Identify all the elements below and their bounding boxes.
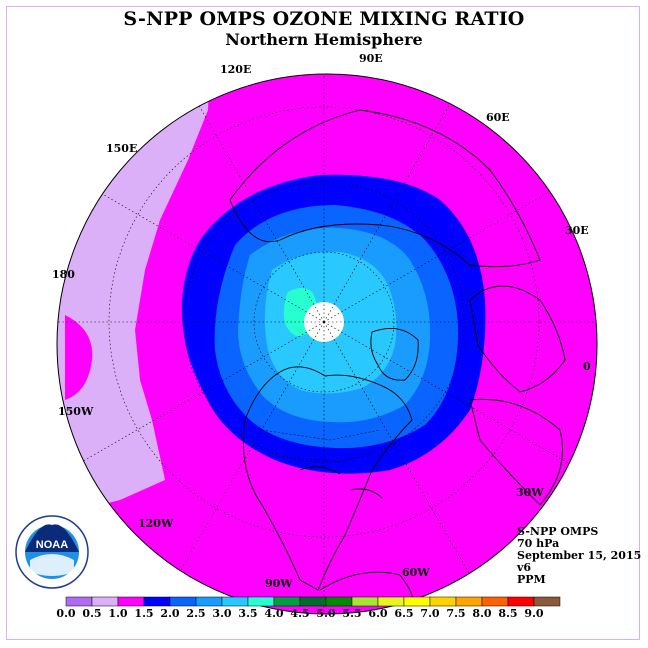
colorbar-tick-label: 1.0 [108,607,128,620]
colorbar-tick-label: 3.5 [238,607,258,620]
colorbar-tick-label: 7.5 [446,607,466,620]
lon-label-120e: 120E [220,63,252,76]
lon-label-30w: 30W [516,486,544,499]
colorbar-tick-label: 5.0 [316,607,336,620]
colorbar-tick-label: 1.5 [134,607,154,620]
colorbar-swatch [377,596,405,607]
info-instrument: S-NPP OMPS [517,525,599,538]
colorbar-swatch [169,596,197,607]
info-date: September 15, 2015 [517,549,642,562]
colorbar-swatch [299,596,327,607]
colorbar-swatch [117,596,145,607]
map-subtitle: Northern Hemisphere [225,30,423,49]
colorbar-tick-label: 0.0 [56,607,76,620]
colorbar-swatch [533,596,561,607]
globe-outline [56,73,598,615]
lon-label-30e: 30E [565,224,589,237]
lon-label-60e: 60E [486,111,510,124]
info-units: PPM [517,573,546,586]
band-1-0-1-5-patch [65,315,93,400]
colorbar-tick-label: 8.0 [472,607,492,620]
colorbar-swatch [325,596,353,607]
lon-label-90e: 90E [359,52,383,65]
graticule [57,74,597,614]
info-version: v6 [517,561,532,574]
political-boundaries [261,429,381,463]
colorbar-swatch [91,596,119,607]
colorbar-tick-label: 4.5 [290,607,310,620]
lon-label-120w: 120W [138,517,174,530]
coast-north-america [242,366,413,591]
coast-europe [469,285,566,393]
lon-label-180: 180 [52,268,75,281]
colorbar-tick-label: 5.5 [342,607,362,620]
coast-africa [469,398,563,506]
lon-label-90w: 90W [265,577,293,590]
colorbar [65,596,561,607]
colorbar-tick-label: 9.0 [524,607,544,620]
coast-greenland [370,327,419,381]
figure-frame [6,6,640,640]
colorbar-tick-label: 2.0 [160,607,180,620]
map-title: S-NPP OMPS OZONE MIXING RATIO [123,8,525,30]
colorbar-tick-label: 4.0 [264,607,284,620]
noaa-logo-icon: NOAA [15,515,89,589]
colorbar-tick-label: 6.0 [368,607,388,620]
lon-label-150w: 150W [58,405,94,418]
colorbar-swatch [455,596,483,607]
colorbar-swatch [507,596,535,607]
colorbar-tick-label: 7.0 [420,607,440,620]
ozone-field [57,74,597,614]
colorbar-swatch [247,596,275,607]
colorbar-tick-label: 0.5 [82,607,102,620]
colorbar-swatch [481,596,509,607]
info-pressure-level: 70 hPa [517,537,560,550]
colorbar-swatch [65,596,93,607]
colorbar-tick-label: 2.5 [186,607,206,620]
coast-caribbean [299,466,383,499]
colorbar-tick-label: 3.0 [212,607,232,620]
colorbar-swatch [221,596,249,607]
colorbar-swatch [429,596,457,607]
noaa-logo-text: NOAA [36,539,68,551]
colorbar-swatch [273,596,301,607]
colorbar-swatch [195,596,223,607]
colorbar-swatch [403,596,431,607]
lon-label-60w: 60W [402,566,430,579]
lon-label-150e: 150E [106,142,138,155]
colorbar-swatch [351,596,379,607]
colorbar-tick-label: 6.5 [394,607,414,620]
colorbar-swatch [143,596,171,607]
lon-label-0: 0 [583,360,591,373]
colorbar-tick-label: 8.5 [498,607,518,620]
